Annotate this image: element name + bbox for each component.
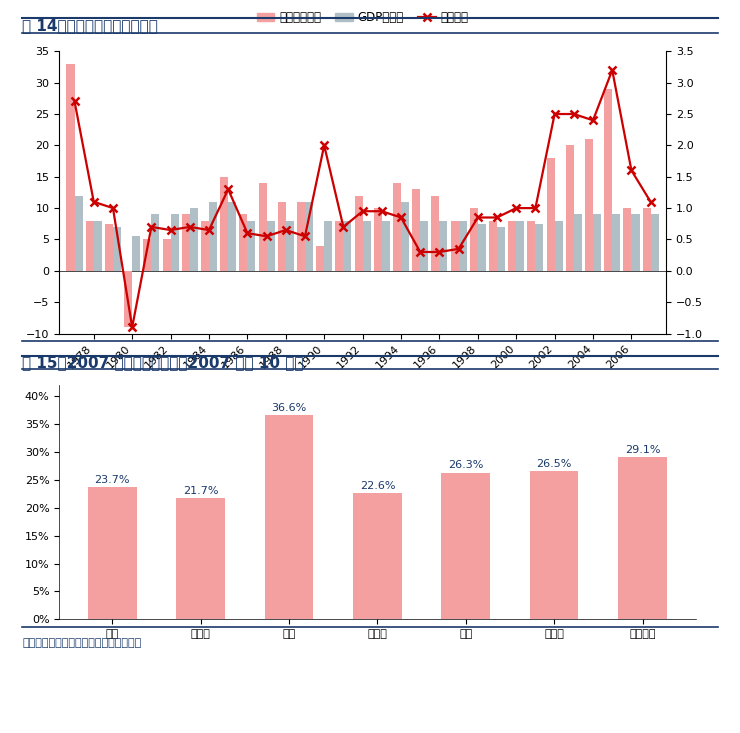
Bar: [124, 270, 132, 327]
Bar: [530, 471, 579, 619]
Bar: [554, 221, 562, 270]
Bar: [642, 208, 650, 270]
Bar: [374, 208, 382, 270]
Bar: [86, 221, 94, 270]
Bar: [75, 196, 83, 270]
Bar: [305, 202, 313, 270]
Bar: [618, 457, 667, 619]
Bar: [604, 89, 612, 270]
Bar: [182, 214, 189, 270]
Bar: [132, 236, 141, 270]
Bar: [363, 221, 371, 270]
Bar: [343, 221, 352, 270]
Bar: [566, 145, 574, 270]
Bar: [574, 214, 582, 270]
Text: 26.5%: 26.5%: [536, 459, 572, 469]
Bar: [113, 227, 121, 270]
Text: 29.1%: 29.1%: [625, 445, 660, 454]
Bar: [88, 487, 137, 619]
Legend: 钢产量增长率, GDP增长率, 弹性系数: 钢产量增长率, GDP增长率, 弹性系数: [252, 7, 474, 29]
Bar: [440, 221, 448, 270]
Bar: [353, 493, 402, 619]
Bar: [420, 221, 428, 270]
Bar: [459, 221, 467, 270]
Bar: [451, 221, 459, 270]
Bar: [517, 221, 524, 270]
Bar: [547, 158, 554, 270]
Bar: [144, 240, 152, 270]
Bar: [324, 221, 332, 270]
Bar: [335, 221, 343, 270]
Bar: [265, 415, 313, 619]
Bar: [105, 224, 113, 270]
Bar: [163, 240, 171, 270]
Bar: [631, 214, 639, 270]
Bar: [94, 221, 102, 270]
Bar: [382, 221, 390, 270]
Bar: [171, 214, 178, 270]
Bar: [497, 227, 505, 270]
Bar: [393, 183, 401, 270]
Bar: [266, 221, 275, 270]
Text: 26.3%: 26.3%: [448, 460, 483, 471]
Bar: [354, 196, 363, 270]
Bar: [286, 221, 294, 270]
Bar: [176, 498, 225, 619]
Bar: [612, 214, 620, 270]
Bar: [508, 221, 517, 270]
Bar: [239, 214, 247, 270]
Bar: [220, 177, 228, 270]
Bar: [401, 202, 409, 270]
Text: 21.7%: 21.7%: [183, 486, 218, 496]
Bar: [228, 202, 236, 270]
Text: 36.6%: 36.6%: [272, 402, 306, 413]
Bar: [67, 64, 75, 270]
Text: 23.7%: 23.7%: [95, 475, 130, 485]
Bar: [650, 214, 659, 270]
Bar: [470, 208, 478, 270]
Text: 资料来源：国家统计局、中信证券研究部: 资料来源：国家统计局、中信证券研究部: [22, 638, 141, 648]
Bar: [431, 196, 440, 270]
Bar: [442, 473, 490, 619]
Bar: [536, 224, 543, 270]
Text: 图 15：2007 年下游产业增速（2007 年前 10 月）: 图 15：2007 年下游产业增速（2007 年前 10 月）: [22, 356, 303, 370]
Bar: [585, 139, 593, 270]
Bar: [258, 183, 266, 270]
Bar: [152, 214, 159, 270]
Text: 22.6%: 22.6%: [360, 481, 395, 491]
Bar: [623, 208, 631, 270]
Text: 图 14：中国钢铁工业弹性系数: 图 14：中国钢铁工业弹性系数: [22, 18, 158, 33]
Bar: [297, 202, 305, 270]
Bar: [528, 221, 536, 270]
Bar: [316, 246, 324, 270]
Bar: [209, 202, 217, 270]
Bar: [189, 208, 198, 270]
Bar: [489, 221, 497, 270]
Bar: [478, 224, 486, 270]
Bar: [247, 221, 255, 270]
Bar: [278, 202, 286, 270]
Bar: [593, 214, 601, 270]
Bar: [412, 189, 420, 270]
Bar: [201, 221, 209, 270]
